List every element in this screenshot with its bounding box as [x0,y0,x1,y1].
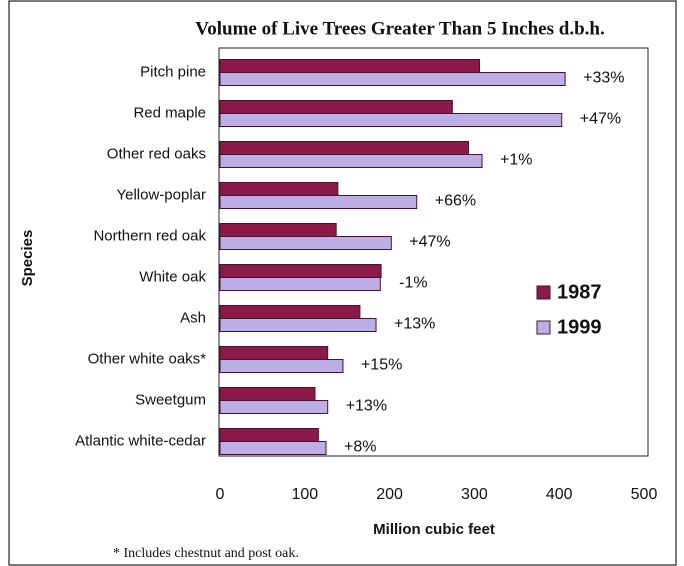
bar [219,182,339,196]
legend-label: 1987 [557,281,602,303]
footnote: * Includes chestnut and post oak. [113,546,299,561]
change-label: +47% [580,111,621,128]
chart-title: Volume of Live Trees Greater Than 5 Inch… [195,18,604,39]
bar [219,359,344,373]
bar [219,277,381,291]
x-tick-label: 200 [376,486,403,503]
bar [219,154,483,168]
plot-frame [218,47,649,457]
legend-label: 1999 [557,316,602,338]
bar [219,141,469,155]
x-axis-label: Million cubic feet [373,521,495,538]
change-label: +33% [583,70,624,87]
y-tick-label: Other red oaks [107,145,206,162]
y-tick-label: Pitch pine [140,63,206,80]
change-label: +1% [500,152,532,169]
legend-swatch [536,285,551,300]
x-tick-label: 400 [546,486,573,503]
y-axis-label: Species [19,230,36,287]
change-label: +8% [344,439,376,456]
outer-frame [8,0,677,566]
bar [219,100,453,114]
bar [219,72,566,86]
x-tick-label: 0 [216,486,225,503]
bar [219,236,392,250]
legend-swatch [536,320,551,335]
y-tick-label: White oak [139,268,206,285]
bar [219,428,319,442]
bar [219,318,377,332]
change-label: +13% [346,398,387,415]
bar [219,195,418,209]
change-label: -1% [399,275,427,292]
y-tick-label: Northern red oak [93,227,206,244]
y-tick-label: Sweetgum [135,391,206,408]
change-label: +66% [435,193,476,210]
bar [219,113,563,127]
y-tick-label: Other white oaks* [88,350,207,367]
change-label: +47% [409,234,450,251]
x-tick-label: 500 [631,486,658,503]
bar [219,305,361,319]
bar [219,346,329,360]
bar [219,223,337,237]
x-tick-label: 100 [291,486,318,503]
y-tick-label: Ash [180,309,206,326]
y-tick-label: Yellow-poplar [116,186,206,203]
bar [219,59,480,73]
y-tick-label: Atlantic white-cedar [75,432,206,449]
change-label: +13% [394,316,435,333]
y-tick-label: Red maple [133,104,206,121]
x-tick-label: 300 [461,486,488,503]
change-label: +15% [361,357,402,374]
bar [219,387,316,401]
bar [219,400,329,414]
bar [219,264,382,278]
bar [219,441,327,455]
